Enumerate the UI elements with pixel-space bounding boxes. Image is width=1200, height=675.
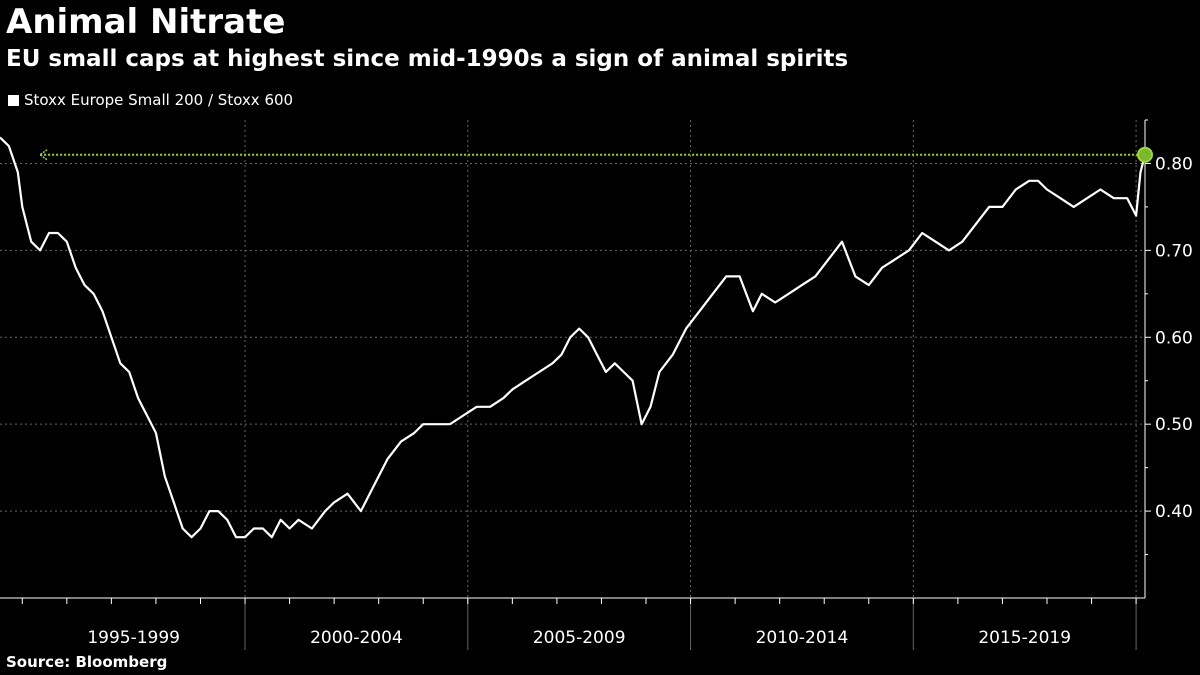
axis-layer: 0.40 0.50 0.60 0.70 0.80 1995-1999 2000-2004 20… <box>0 119 1193 650</box>
source-note: Source: Bloomberg <box>6 653 168 671</box>
x-period-label: 2010-2014 <box>756 628 849 648</box>
x-period-label: 2015-2019 <box>978 628 1071 648</box>
x-period-label: 2005-2009 <box>533 628 626 648</box>
chart-subtitle: EU small caps at highest since mid-1990s… <box>6 46 849 72</box>
legend: Stoxx Europe Small 200 / Stoxx 600 <box>8 91 293 109</box>
y-tick-label: 0.50 <box>1155 415 1193 435</box>
series-layer <box>0 136 1147 539</box>
legend-swatch <box>8 94 19 106</box>
highlight-layer <box>38 146 1153 163</box>
y-tick-label: 0.70 <box>1155 241 1193 261</box>
chart-title: Animal Nitrate <box>6 2 286 42</box>
x-period-label: 1995-1999 <box>87 628 180 648</box>
series-line <box>0 136 1147 539</box>
y-tick-label: 0.40 <box>1155 502 1193 522</box>
x-period-label: 2000-2004 <box>310 628 403 648</box>
y-tick-label: 0.80 <box>1155 154 1193 174</box>
grid-layer <box>0 120 1145 598</box>
legend-label: Stoxx Europe Small 200 / Stoxx 600 <box>24 91 294 109</box>
highlight-marker <box>1137 146 1153 163</box>
y-tick-label: 0.60 <box>1155 328 1193 348</box>
